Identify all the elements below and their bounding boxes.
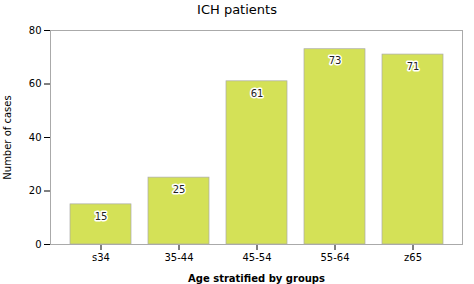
svg-text:40: 40 [29, 132, 42, 143]
svg-text:73: 73 [329, 55, 342, 66]
html-text:ICH patients: ICH patients [197, 2, 277, 17]
svg-text:25: 25 [173, 184, 186, 195]
svg-text:61: 61 [251, 88, 264, 99]
svg-text:15: 15 [95, 211, 108, 222]
svg-text:55-64: 55-64 [320, 252, 349, 263]
svg-text:80: 80 [29, 25, 42, 36]
svg-text:20: 20 [29, 185, 42, 196]
svg-text:Age stratified by groups: Age stratified by groups [188, 273, 325, 284]
svg-text:z65: z65 [404, 252, 422, 263]
svg-text:45-54: 45-54 [242, 252, 271, 263]
svg-text:71: 71 [407, 61, 420, 72]
svg-text:35-44: 35-44 [164, 252, 193, 263]
svg-text:0: 0 [35, 239, 41, 250]
svg-text:60: 60 [29, 78, 42, 89]
svg-text:s34: s34 [92, 252, 110, 263]
svg-text:Number of cases: Number of cases [2, 95, 13, 179]
